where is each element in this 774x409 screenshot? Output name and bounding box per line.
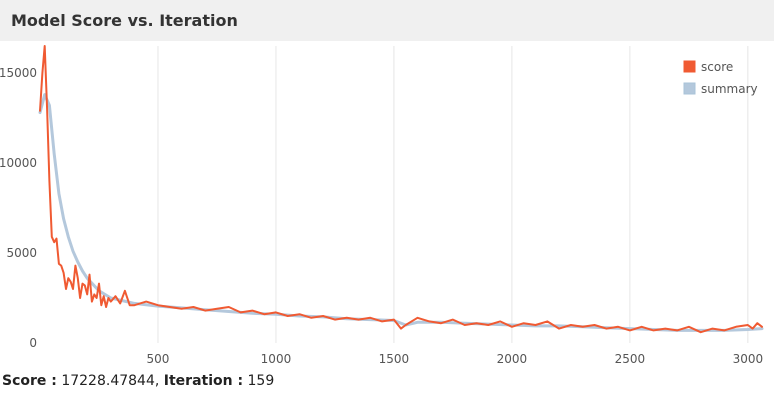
chart-header: Model Score vs. Iteration <box>0 0 774 41</box>
chart-title: Model Score vs. Iteration <box>11 11 238 30</box>
legend-swatch-score <box>683 60 696 73</box>
y-tick-label: 15000 <box>0 66 37 80</box>
chart-legend[interactable]: score summary <box>683 60 758 96</box>
score-status-line: Score : 17228.47844, Iteration : 159 <box>2 373 274 389</box>
score-value: 17228.47844 <box>61 373 155 389</box>
y-tick-label: 5000 <box>6 246 37 260</box>
score-chart: 500 1000 1500 2000 2500 3000 050001000015000 … <box>0 45 764 366</box>
score-label: Score : <box>2 373 57 389</box>
chart-grid <box>157 46 749 343</box>
x-tick-label: 500 <box>147 352 170 366</box>
legend-label-score: score <box>701 60 733 74</box>
iteration-value: 159 <box>247 373 275 389</box>
y-tick-label: 0 <box>29 336 37 350</box>
status-separator: , <box>154 373 164 389</box>
x-axis-ticks: 500 1000 1500 2000 2500 3000 <box>147 352 764 366</box>
x-tick-label: 2000 <box>497 352 528 366</box>
y-tick-label: 10000 <box>0 156 37 170</box>
x-tick-label: 3000 <box>733 352 764 366</box>
chart-series <box>38 45 764 334</box>
x-tick-label: 1500 <box>379 352 410 366</box>
iteration-label: Iteration : <box>163 373 244 389</box>
legend-label-summary: summary <box>701 82 758 96</box>
x-tick-label: 2500 <box>615 352 646 366</box>
y-axis-ticks: 0 5000 10000 15000 <box>0 66 37 350</box>
x-tick-label: 1000 <box>261 352 292 366</box>
score-series-line <box>39 45 763 334</box>
summary-series-line <box>38 93 764 332</box>
legend-swatch-summary <box>683 82 696 95</box>
